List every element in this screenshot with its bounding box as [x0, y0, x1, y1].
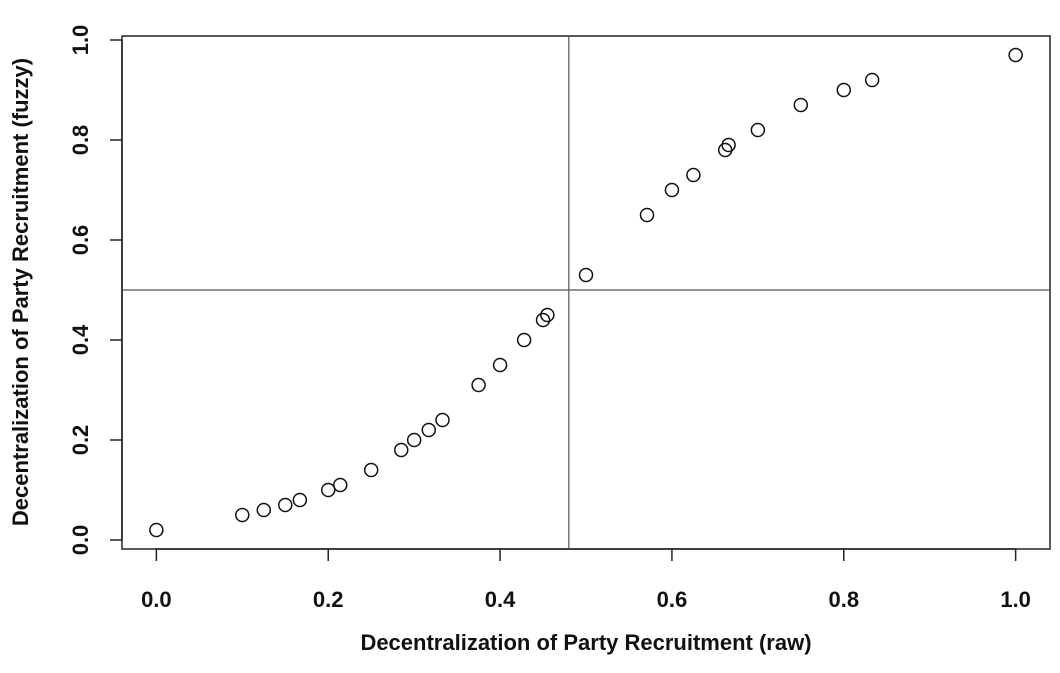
data-point [535, 312, 551, 328]
data-point [278, 497, 293, 513]
data-point [639, 207, 655, 223]
data-point [435, 412, 450, 428]
x-tick-label: 1.0 [1000, 587, 1031, 612]
data-point [492, 357, 508, 373]
data-point [256, 502, 272, 518]
data-point [516, 332, 532, 348]
y-tick-label: 0.8 [68, 125, 93, 156]
data-point [471, 377, 486, 393]
x-tick-label: 0.4 [485, 587, 516, 612]
data-point [793, 97, 809, 113]
data-point [750, 122, 766, 138]
data-point [836, 82, 852, 98]
data-point [292, 492, 308, 508]
y-tick-label: 0.6 [68, 225, 93, 256]
data-point [421, 422, 437, 438]
data-point [394, 442, 409, 458]
plot-frame [121, 35, 1051, 550]
data-point [363, 462, 379, 478]
data-point [320, 482, 336, 498]
data-point [149, 522, 164, 538]
data-point [664, 182, 680, 198]
data-point [578, 267, 594, 283]
x-axis-title: Decentralization of Party Recruitment (r… [360, 630, 811, 655]
data-point [406, 432, 422, 448]
data-point [686, 167, 701, 183]
x-tick-label: 0.8 [828, 587, 859, 612]
data-point [1008, 47, 1023, 63]
data-point [540, 307, 555, 323]
y-tick-label: 0.2 [68, 425, 93, 456]
data-point [235, 507, 250, 523]
data-point [864, 72, 880, 88]
y-tick-label: 0.4 [68, 324, 93, 355]
data-point [333, 477, 348, 493]
x-tick-label: 0.6 [657, 587, 688, 612]
y-tick-label: 0.0 [68, 525, 93, 556]
x-tick-label: 0.2 [313, 587, 344, 612]
y-tick-label: 1.0 [68, 25, 93, 56]
x-tick-label: 0.0 [141, 587, 172, 612]
data-point [721, 137, 736, 153]
y-axis-title: Decentralization of Party Recruitment (f… [8, 58, 33, 526]
